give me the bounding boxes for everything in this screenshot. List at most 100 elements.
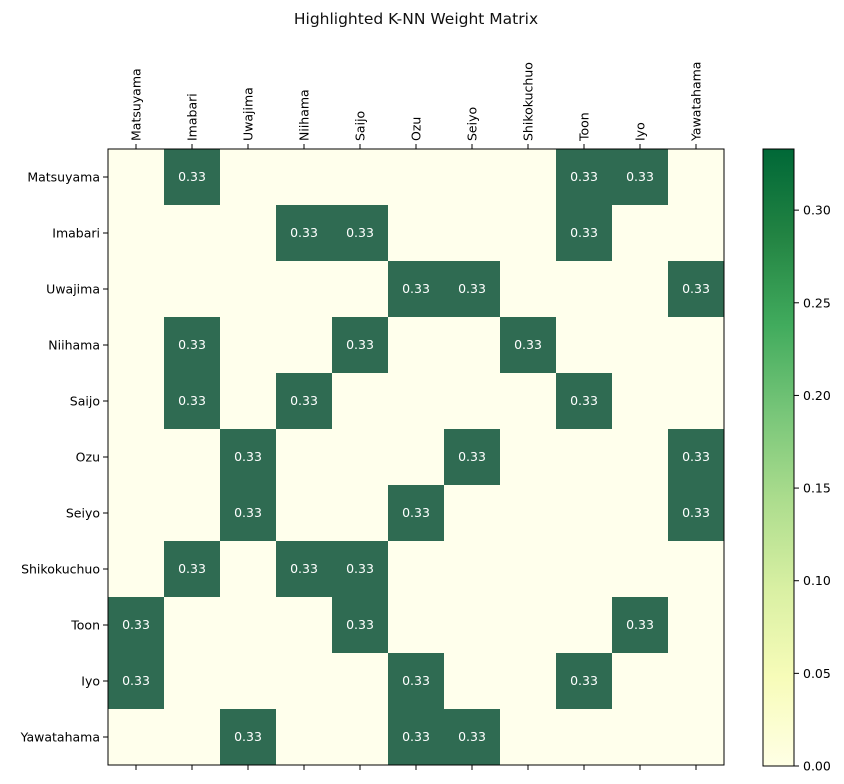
heatmap-cell — [612, 541, 669, 598]
cell-value-label: 0.33 — [346, 225, 374, 240]
heatmap-cell — [164, 541, 221, 598]
heatmap-cell — [220, 485, 277, 542]
heatmap-cell — [164, 485, 221, 542]
heatmap-cell — [276, 709, 333, 766]
cell-value-label: 0.33 — [626, 169, 654, 184]
heatmap-cell — [332, 541, 389, 598]
colorbar-tick-label: 0.05 — [803, 666, 831, 681]
cell-value-label: 0.33 — [178, 169, 206, 184]
heatmap-cell — [276, 541, 333, 598]
colorbar: 0.00 0.05 0.10 0.15 0.20 0.25 0.30 — [762, 148, 831, 774]
heatmap-cell — [108, 205, 165, 262]
heatmap-cell — [332, 149, 389, 206]
heatmap-cell — [668, 261, 725, 318]
heatmap-cell — [444, 149, 501, 206]
cell-value-label: 0.33 — [458, 729, 486, 744]
heatmap-cell — [276, 205, 333, 262]
x-tick-label: Niihama — [297, 89, 312, 141]
cell-value-label: 0.33 — [570, 169, 598, 184]
heatmap-cell — [612, 429, 669, 486]
heatmap-cell — [556, 373, 613, 430]
heatmap-cells: 0.33 0.33 0.33 0.33 0.33 0.33 0.33 0.33 0.33 0.33… — [108, 149, 725, 766]
heatmap-cell — [668, 597, 725, 654]
heatmap-cell — [388, 205, 445, 262]
cell-value-label: 0.33 — [290, 225, 318, 240]
heatmap-cell — [220, 317, 277, 374]
heatmap-cell — [612, 597, 669, 654]
cell-value-label: 0.33 — [234, 449, 262, 464]
heatmap-cell — [164, 205, 221, 262]
cell-value-label: 0.33 — [570, 673, 598, 688]
cell-value-label: 0.33 — [514, 337, 542, 352]
heatmap-cell — [164, 373, 221, 430]
heatmap-cell — [500, 653, 557, 710]
heatmap-cell — [108, 429, 165, 486]
heatmap-cell — [388, 541, 445, 598]
cell-value-label: 0.33 — [402, 673, 430, 688]
heatmap-cell — [388, 317, 445, 374]
x-tick-label: Shikokuchuo — [521, 62, 536, 141]
heatmap-cell — [164, 429, 221, 486]
heatmap-cell — [668, 709, 725, 766]
heatmap-cell — [668, 429, 725, 486]
cell-value-label: 0.33 — [458, 449, 486, 464]
heatmap-cell — [500, 205, 557, 262]
x-tick-label: Seiyo — [465, 107, 480, 141]
cell-value-label: 0.33 — [458, 281, 486, 296]
heatmap-cell — [668, 653, 725, 710]
y-tick-label: Seiyo — [66, 506, 100, 521]
heatmap-cell — [220, 653, 277, 710]
heatmap-cell — [276, 597, 333, 654]
x-tick-label: Imabari — [185, 93, 200, 141]
heatmap-cell — [556, 261, 613, 318]
heatmap-cell — [164, 317, 221, 374]
heatmap-cell — [108, 261, 165, 318]
x-tick-label: Uwajima — [241, 87, 256, 141]
colorbar-tick-label: 0.00 — [803, 759, 831, 774]
cell-value-label: 0.33 — [178, 337, 206, 352]
heatmap-cell — [276, 373, 333, 430]
heatmap-cell — [668, 485, 725, 542]
heatmap-cell — [276, 653, 333, 710]
y-tick-label: Matsuyama — [27, 170, 100, 185]
colorbar-tick-label: 0.15 — [803, 481, 831, 496]
y-tick-label: Shikokuchuo — [21, 562, 100, 577]
colorbar-tick-label: 0.10 — [803, 573, 831, 588]
cell-value-label: 0.33 — [626, 617, 654, 632]
heatmap-cell — [500, 541, 557, 598]
cell-value-label: 0.33 — [290, 393, 318, 408]
heatmap-cell — [500, 485, 557, 542]
heatmap-cell — [612, 709, 669, 766]
colorbar-tick-label: 0.20 — [803, 388, 831, 403]
heatmap-cell — [612, 149, 669, 206]
heatmap-cell — [276, 317, 333, 374]
y-axis: Matsuyama Imabari Uwajima Niihama Saijo Ozu Se… — [20, 170, 108, 745]
cell-value-label: 0.33 — [570, 393, 598, 408]
heatmap-cell — [612, 485, 669, 542]
cell-value-label: 0.33 — [234, 505, 262, 520]
y-tick-label: Ozu — [76, 450, 100, 465]
y-tick-label: Saijo — [70, 394, 100, 409]
heatmap-cell — [556, 653, 613, 710]
y-tick-label: Yawatahama — [20, 730, 100, 745]
heatmap-cell — [556, 149, 613, 206]
cell-value-label: 0.33 — [122, 673, 150, 688]
heatmap-cell — [108, 653, 165, 710]
cell-value-label: 0.33 — [402, 281, 430, 296]
y-tick-label: Iyo — [81, 674, 100, 689]
heatmap-cell — [444, 205, 501, 262]
y-tick-label: Niihama — [48, 338, 100, 353]
heatmap-cell — [444, 597, 501, 654]
heatmap-cell — [444, 541, 501, 598]
heatmap-cell — [388, 653, 445, 710]
cell-value-label: 0.33 — [570, 225, 598, 240]
colorbar-tick-label: 0.30 — [803, 203, 831, 218]
cell-value-label: 0.33 — [290, 561, 318, 576]
cell-value-label: 0.33 — [178, 561, 206, 576]
heatmap-cell — [220, 541, 277, 598]
heatmap-cell — [612, 373, 669, 430]
heatmap-cell — [164, 709, 221, 766]
heatmap-cell — [220, 149, 277, 206]
heatmap-cell — [612, 317, 669, 374]
